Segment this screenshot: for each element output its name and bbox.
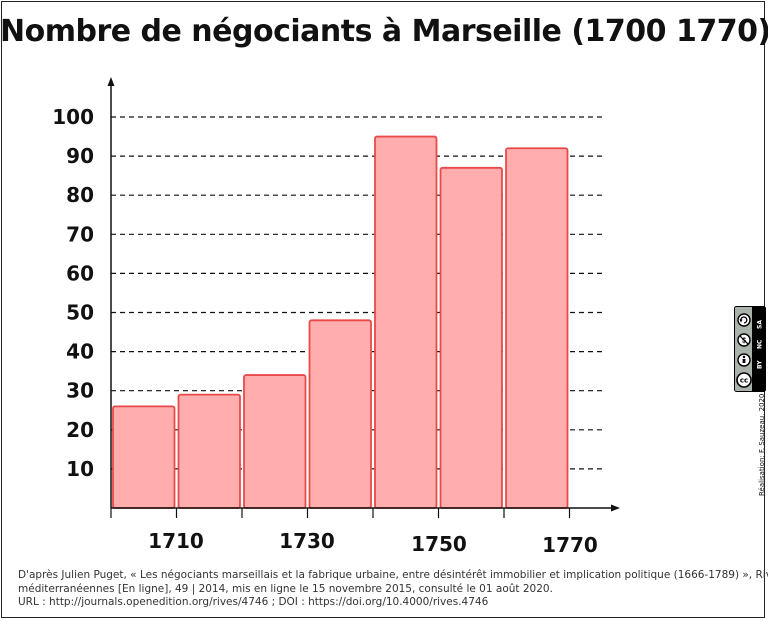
cc-icon: cc: [736, 372, 752, 388]
y-axis-arrow: [107, 77, 115, 86]
sa-icon: [737, 313, 751, 327]
y-tick-label: 10: [66, 457, 94, 481]
y-tick-label: 100: [52, 105, 94, 129]
bar-1730-1740: [308, 319, 372, 509]
y-tick-label: 90: [66, 144, 94, 168]
y-tick-label: 30: [66, 379, 94, 403]
license-sa-label: SA: [757, 320, 764, 329]
x-tick-label: 1750: [411, 532, 467, 556]
x-tick-label: 1730: [279, 529, 335, 553]
axes: [107, 77, 620, 518]
y-tick-label: 20: [66, 418, 94, 442]
bar-1740-1750: [374, 135, 438, 509]
chart-title: Nombre de négociants à Marseille (1700 1…: [0, 14, 768, 49]
source-line-1: D'après Julien Puget, « Les négociants m…: [18, 569, 768, 581]
bar-1700-1710: [112, 405, 176, 509]
source-line-2: méditerranéennes [En ligne], 49 | 2014, …: [18, 582, 553, 595]
x-tick-labels: 1710 1730 1750 1770: [148, 529, 598, 557]
x-tick-label: 1710: [148, 529, 204, 553]
y-tick-label: 50: [66, 301, 94, 325]
license-by-label: BY: [757, 360, 764, 369]
bar-1760-1770: [505, 147, 569, 509]
bars: [112, 135, 569, 509]
license-badge: cc $ BY NC SA: [734, 306, 766, 392]
bar-1720-1730: [243, 374, 307, 509]
y-tick-label: 40: [66, 340, 94, 364]
license-nc-label: NC: [757, 339, 764, 349]
nc-icon: $: [737, 333, 751, 347]
y-tick-labels: 10 20 30 40 50 60 70 80 90 100: [52, 105, 94, 481]
by-icon: [737, 353, 751, 367]
bar-1750-1760: [439, 166, 503, 509]
y-tick-label: 70: [66, 222, 94, 246]
source-line-3: URL : http://journals.openedition.org/ri…: [18, 596, 489, 608]
bar-1710-1720: [177, 393, 241, 509]
y-tick-label: 80: [66, 183, 94, 207]
svg-text:cc: cc: [740, 377, 748, 385]
source-note: D'après Julien Puget, « Les négociants m…: [18, 569, 768, 610]
y-tick-label: 60: [66, 261, 94, 285]
x-tick-label: 1770: [542, 533, 598, 557]
x-axis-arrow: [611, 504, 620, 512]
author-credit: Réalisation: F. Sauzeau, 2020: [758, 393, 766, 496]
